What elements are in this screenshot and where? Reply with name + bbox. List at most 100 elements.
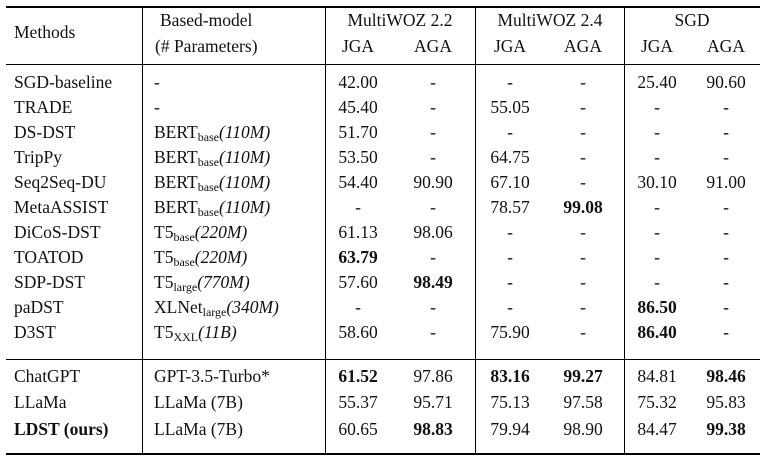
- row-value: -: [507, 222, 513, 242]
- header-sub-jga: JGA: [493, 36, 527, 56]
- row-value: 63.79: [338, 247, 378, 267]
- model-size-subscript: XXL: [173, 330, 199, 344]
- row-value: 95.83: [706, 392, 746, 412]
- row-value: 97.86: [413, 366, 453, 386]
- row-value: -: [430, 197, 436, 217]
- row-value: 84.47: [637, 419, 677, 439]
- model-params: (110M): [219, 147, 271, 167]
- row-value: 98.06: [413, 222, 453, 242]
- row-value: 55.37: [338, 392, 378, 412]
- row-method: TRADE: [14, 97, 73, 117]
- header-based-model: Based-model: [160, 10, 253, 30]
- col-divider-1: [142, 7, 143, 454]
- col-divider-4: [624, 7, 625, 454]
- row-value: 97.58: [563, 392, 603, 412]
- model-size-subscript: base: [173, 230, 195, 244]
- row-value: -: [580, 122, 586, 142]
- row-based-model: GPT-3.5-Turbo*: [154, 366, 270, 386]
- row-value: -: [507, 297, 513, 317]
- row-value: -: [654, 222, 660, 242]
- row-value: -: [507, 272, 513, 292]
- model-name: -: [154, 72, 160, 92]
- row-based-model: BERTbase(110M): [154, 147, 271, 168]
- row-value: -: [654, 97, 660, 117]
- header-rule: [6, 64, 760, 65]
- row-value: 75.13: [490, 392, 530, 412]
- model-params: (110M): [219, 122, 271, 142]
- row-value: -: [580, 322, 586, 342]
- row-value: 99.38: [706, 419, 746, 439]
- row-value: 83.16: [490, 366, 530, 386]
- row-value: -: [654, 147, 660, 167]
- row-value: -: [580, 247, 586, 267]
- row-based-model: XLNetlarge(340M): [154, 297, 279, 318]
- header-sub-aga: AGA: [564, 36, 602, 56]
- row-value: 67.10: [490, 172, 530, 192]
- row-value: 61.13: [338, 222, 378, 242]
- row-value: -: [723, 197, 729, 217]
- row-value: -: [507, 247, 513, 267]
- row-value: 99.08: [563, 197, 603, 217]
- row-value: -: [580, 222, 586, 242]
- row-value: -: [723, 272, 729, 292]
- model-params: (340M): [226, 297, 279, 317]
- row-value: 75.90: [490, 322, 530, 342]
- row-value: -: [654, 272, 660, 292]
- row-method: TripPy: [14, 147, 62, 167]
- top-rule: [6, 6, 760, 8]
- group-rule: [6, 359, 760, 360]
- row-value: 75.32: [637, 392, 677, 412]
- model-name: -: [154, 97, 160, 117]
- row-value: -: [723, 222, 729, 242]
- model-name: T5: [154, 222, 174, 242]
- row-value: 61.52: [338, 366, 378, 386]
- row-method: DS-DST: [14, 122, 76, 142]
- row-value: 98.90: [563, 419, 603, 439]
- row-value: 25.40: [637, 72, 677, 92]
- row-value: -: [507, 122, 513, 142]
- row-based-model: BERTbase(110M): [154, 172, 270, 193]
- row-method: DiCoS-DST: [14, 222, 101, 242]
- row-value: -: [580, 272, 586, 292]
- header-sub-jga: JGA: [640, 36, 674, 56]
- row-value: -: [654, 197, 660, 217]
- row-method: Seq2Seq-DU: [14, 172, 107, 192]
- row-value: -: [355, 297, 361, 317]
- row-value: -: [723, 247, 729, 267]
- row-value: -: [507, 72, 513, 92]
- row-based-model: BERTbase(110M): [154, 197, 270, 219]
- row-value: -: [723, 297, 729, 317]
- model-params: (220M): [194, 222, 248, 242]
- header-group-multiwoz24: MultiWOZ 2.4: [497, 10, 603, 30]
- row-value: -: [430, 322, 436, 342]
- row-value: 90.90: [413, 172, 453, 192]
- row-value: -: [723, 122, 729, 142]
- row-value: -: [355, 197, 361, 217]
- model-params: (220M): [194, 247, 248, 267]
- row-based-model: -: [154, 72, 160, 92]
- bottom-rule: [6, 453, 760, 455]
- model-name: LLaMa (7B): [154, 419, 243, 439]
- row-value: -: [430, 72, 436, 92]
- header-sub-aga: AGA: [414, 36, 452, 56]
- row-value: 84.81: [637, 366, 677, 386]
- row-value: -: [654, 247, 660, 267]
- model-name: GPT-3.5-Turbo*: [154, 366, 270, 386]
- row-method: MetaASSIST: [14, 197, 109, 217]
- row-value: 64.75: [490, 147, 530, 167]
- row-based-model: BERTbase(110M): [154, 122, 271, 143]
- row-value: -: [723, 147, 729, 167]
- model-size-subscript: base: [197, 205, 220, 219]
- row-method: LDST (ours): [14, 419, 109, 439]
- row-value: -: [580, 72, 586, 92]
- row-value: -: [580, 172, 586, 192]
- row-based-model: T5base(220M): [154, 247, 248, 268]
- col-divider-2: [325, 7, 326, 454]
- row-based-model: T5XXL(11B): [154, 322, 237, 344]
- row-based-model: T5large(770M): [154, 272, 250, 293]
- row-value: 86.40: [637, 322, 677, 342]
- row-based-model: T5base(220M): [154, 222, 248, 244]
- col-divider-3: [475, 7, 476, 454]
- row-value: 98.46: [706, 366, 746, 386]
